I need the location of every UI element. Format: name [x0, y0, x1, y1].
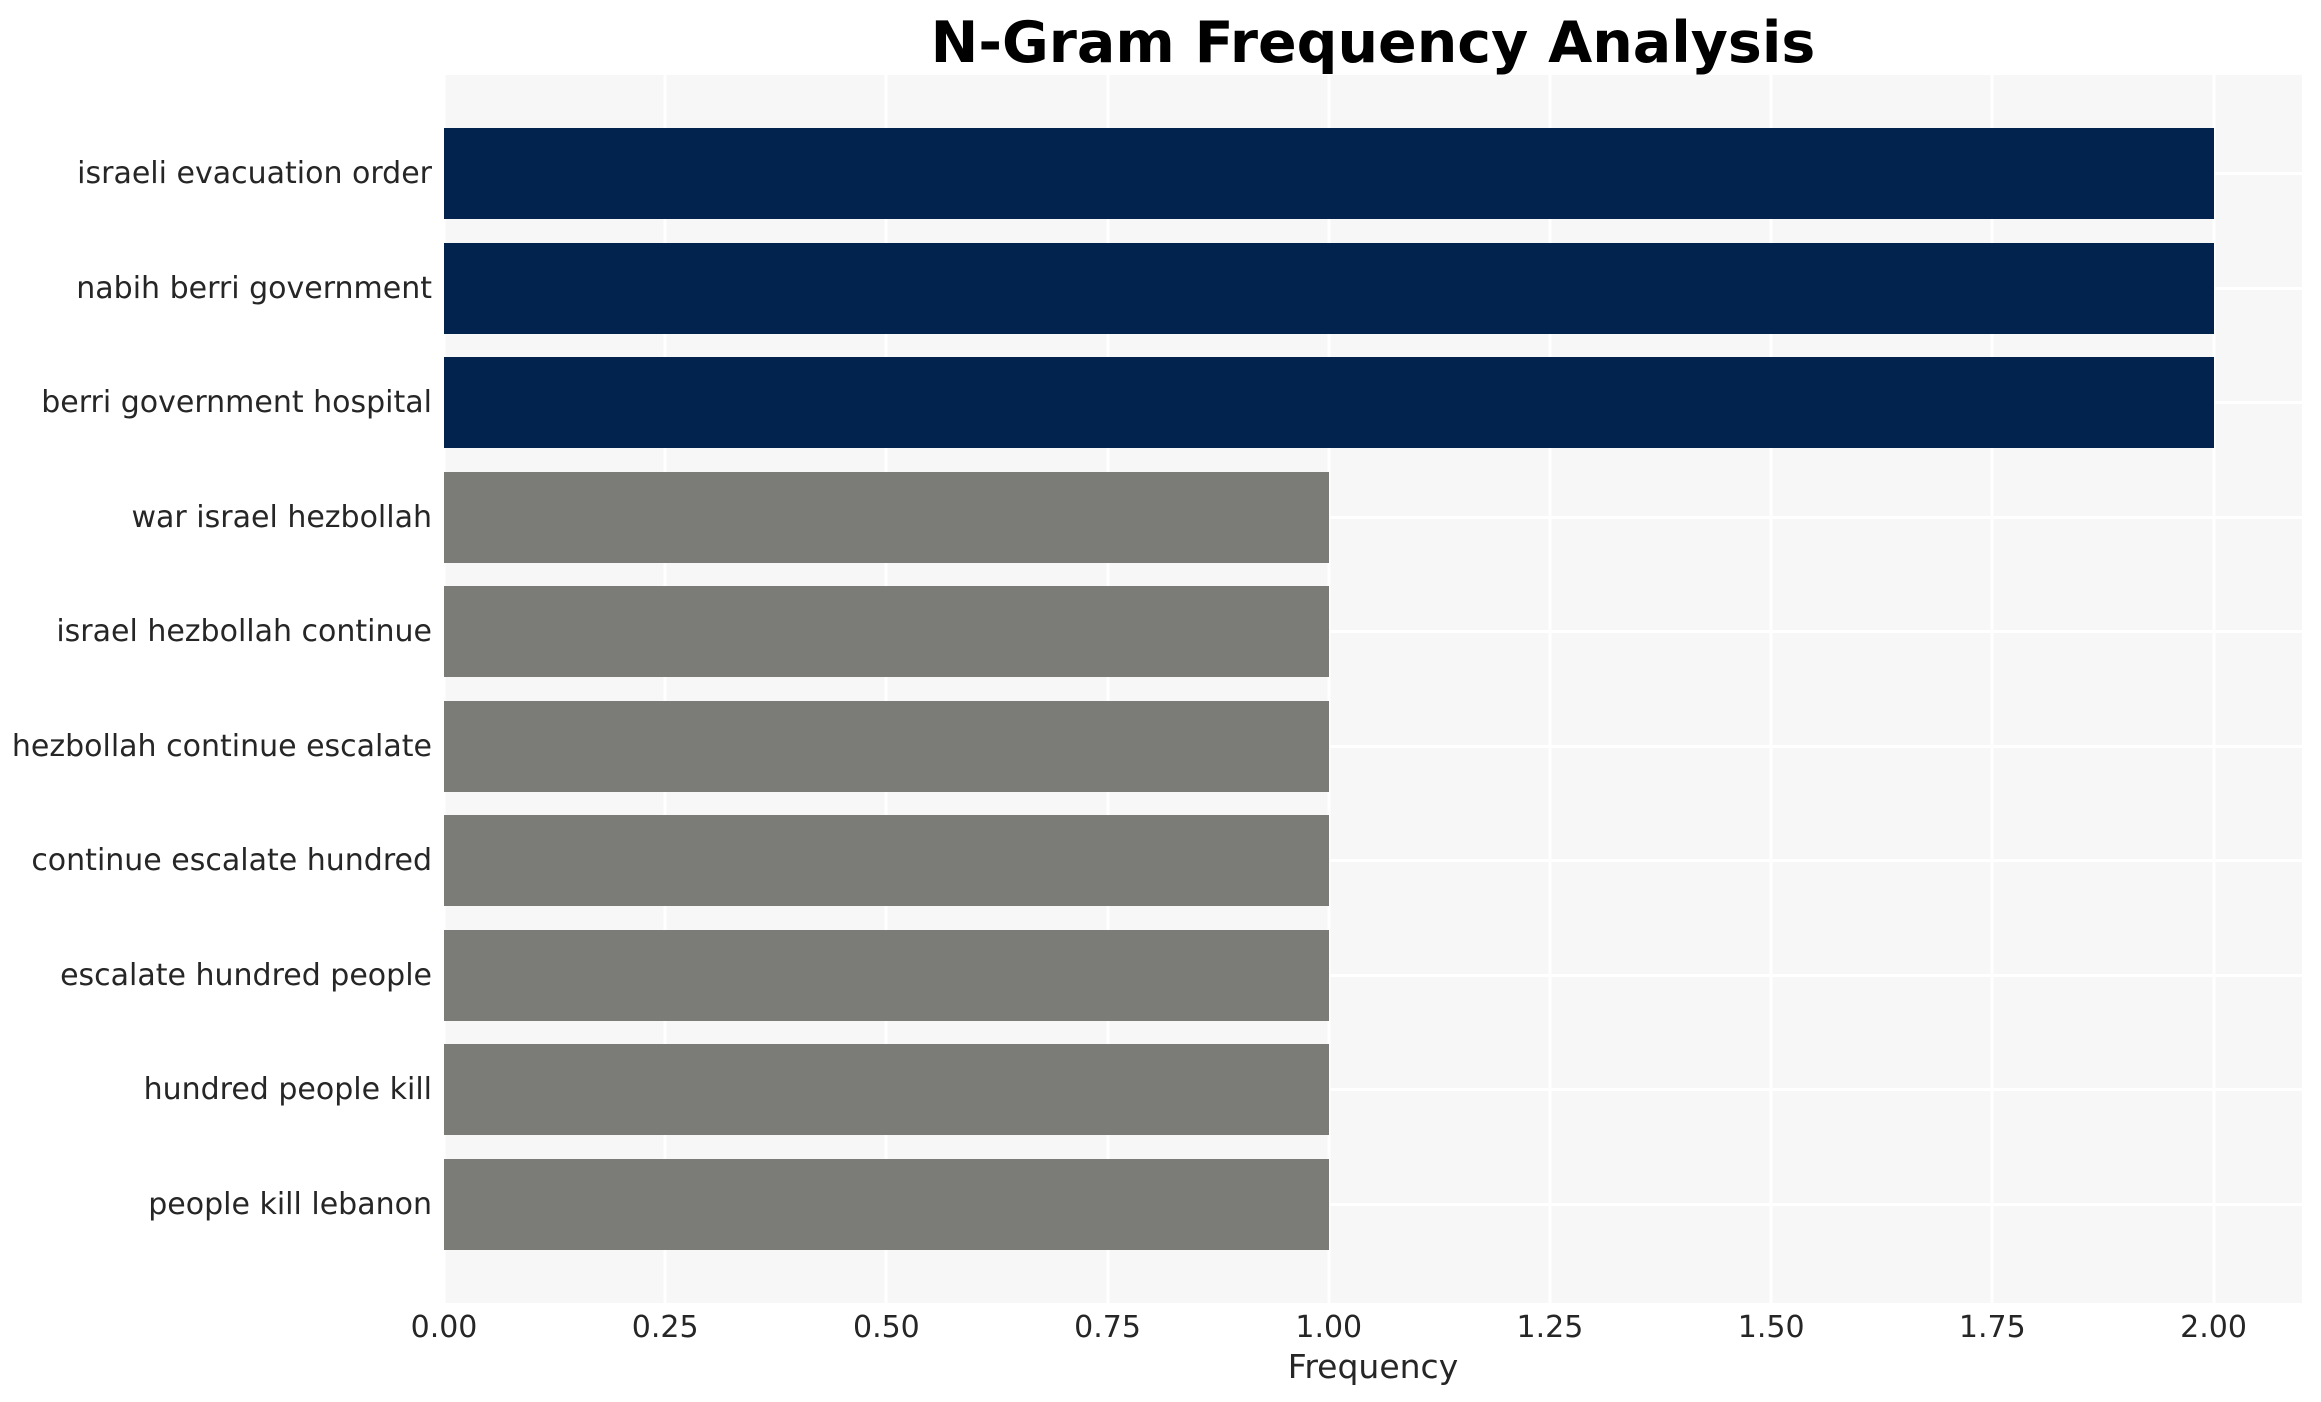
y-category-label: war israel hezbollah [131, 499, 432, 535]
bar [444, 700, 1329, 792]
x-tick-label: 0.75 [1074, 1310, 1141, 1345]
gridline-horizontal [444, 1202, 2302, 1206]
bar-row: berri government hospital [41, 357, 2302, 449]
gridline-vertical [1548, 75, 1552, 1303]
bar [444, 1158, 1329, 1250]
gridline-vertical [884, 75, 888, 1303]
gridline-vertical [1990, 75, 1994, 1303]
x-tick-label: 1.50 [1737, 1310, 1805, 1345]
gridline-horizontal [444, 630, 2302, 634]
y-category-label: escalate hundred people [60, 957, 432, 993]
bar-row: war israel hezbollah [132, 471, 2302, 563]
bar [444, 929, 1329, 1021]
bar [444, 586, 1329, 678]
chart-title: N-Gram Frequency Analysis [930, 10, 1816, 76]
bar-row: hundred people kill [144, 1044, 2302, 1136]
bar [444, 815, 1329, 907]
bar-row: israeli evacuation order [77, 128, 2302, 219]
y-category-label: israeli evacuation order [77, 156, 432, 191]
bars-container: israeli evacuation order nabih berri gove… [12, 75, 2302, 1303]
gridline-horizontal [444, 859, 2302, 863]
bar [444, 242, 2214, 334]
gridline-vertical [1769, 75, 1773, 1303]
bar-row: israel hezbollah continue [56, 586, 2302, 678]
y-category-label: israel hezbollah continue [56, 614, 432, 650]
x-axis-title: Frequency [1287, 1347, 1459, 1386]
x-tick-label: 0.50 [852, 1310, 920, 1345]
bar-row: continue escalate hundred [31, 815, 2302, 907]
bar [444, 1044, 1329, 1136]
bar [444, 128, 2214, 219]
x-tick-label: 1.75 [1958, 1310, 2026, 1345]
gridline-vertical [2212, 75, 2216, 1303]
y-category-label: berri government hospital [41, 385, 432, 421]
bar [444, 471, 1329, 563]
y-category-label: continue escalate hundred [31, 843, 432, 879]
bar-row: escalate hundred people [60, 929, 2302, 1021]
y-category-label: hezbollah continue escalate [11, 728, 432, 764]
x-tick-label: 2.00 [2180, 1310, 2247, 1345]
bar-row: nabih berri government [76, 242, 2302, 334]
x-tick-label: 0.00 [410, 1310, 478, 1345]
gridline-horizontal [444, 744, 2302, 748]
x-axis: 0.00 0.25 0.50 0.75 1.00 1.25 1.50 1.75 2.00 [411, 1310, 2302, 1352]
bar [444, 357, 2214, 449]
gridline-horizontal [444, 973, 2302, 977]
gridline-vertical [1327, 75, 1331, 1303]
plot-area: israeli evacuation order nabih berri gove… [12, 75, 2302, 1303]
gridline-layer [442, 75, 2302, 1303]
gridline-vertical [663, 75, 667, 1303]
y-category-label: hundred people kill [143, 1072, 432, 1108]
x-tick-label: 0.25 [631, 1310, 699, 1345]
gridline-vertical [1106, 75, 1110, 1303]
gridline-vertical [442, 75, 446, 1303]
gridline-horizontal [444, 1088, 2302, 1092]
bar-row: hezbollah continue escalate [12, 700, 2302, 792]
y-category-label: people kill lebanon [148, 1186, 432, 1222]
x-tick-label: 1.25 [1516, 1310, 1584, 1345]
bar-row: people kill lebanon [148, 1158, 2302, 1250]
gridline-horizontal [444, 515, 2302, 519]
y-category-label: nabih berri government [76, 270, 432, 306]
x-tick-label: 1.00 [1295, 1310, 1363, 1345]
